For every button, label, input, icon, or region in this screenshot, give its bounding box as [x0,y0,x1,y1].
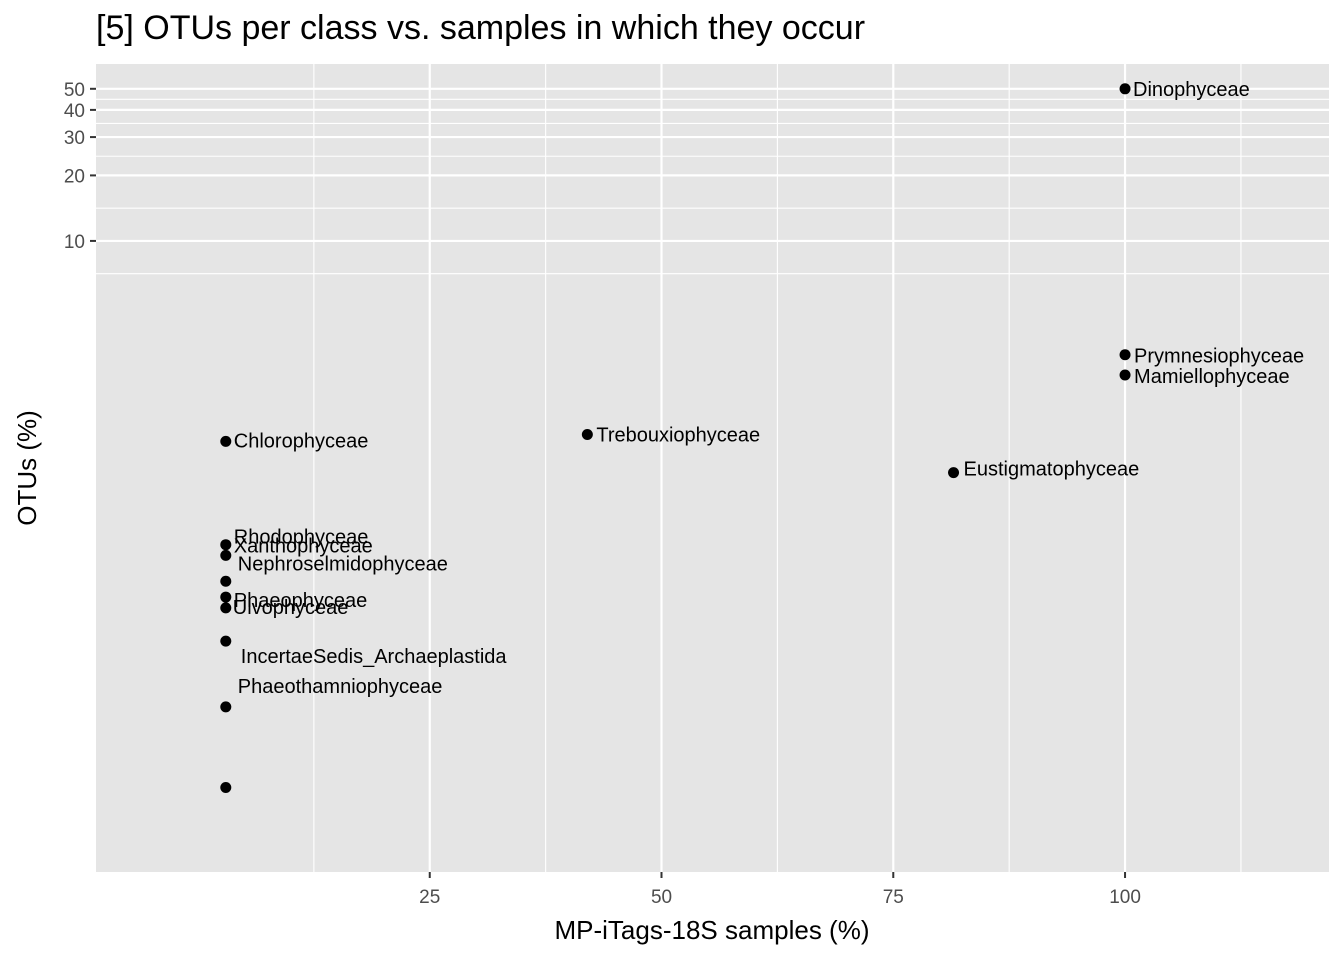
point-label: Phaeothamniophyceae [238,676,443,698]
point-label: IncertaeSedis_Archaeplastida [241,646,508,668]
minor-gridlines [96,64,1329,872]
plot-panel [96,64,1329,872]
point-label: Eustigmatophyceae [964,459,1140,481]
y-tick-label: 10 [64,232,85,253]
point-label: Nephroselmidophyceae [238,553,448,575]
y-tick-label: 50 [64,80,85,101]
data-point [220,602,232,614]
data-point [220,635,232,647]
data-point [220,539,232,551]
y-tick-label: 30 [64,128,85,149]
x-axis-title: MP-iTags-18S samples (%) [555,915,870,945]
data-point [220,549,232,561]
point-label: Trebouxiophyceae [596,424,760,446]
data-point [220,435,232,447]
point-label: Ulvophyceae [233,597,349,619]
data-point [1119,83,1131,95]
y-tick-label: 20 [64,166,85,187]
x-axis: 25 50 75 100 [419,872,1141,908]
point-label: Mamiellophyceae [1134,366,1290,388]
y-axis-title: OTUs (%) [12,410,42,526]
y-tick-label: 40 [64,101,85,122]
data-point [220,575,232,587]
data-point [1119,369,1131,381]
data-point [220,782,232,794]
x-tick-label: 25 [419,887,440,908]
major-gridlines [96,64,1329,872]
point-label: Prymnesiophyceae [1134,346,1304,368]
point-label: Chlorophyceae [234,430,369,452]
x-tick-label: 75 [883,887,904,908]
point-labels: Dinophyceae PrymnesiophyceaeMamiellophyce… [233,79,1304,698]
point-label: Rhodophyceae [234,527,369,549]
x-tick-label: 100 [1109,887,1141,908]
data-point [1119,349,1131,361]
data-point [220,591,232,603]
chart-title: [5] OTUs per class vs. samples in which … [96,9,865,47]
data-point [948,467,960,479]
point-label: Phaeophyceae [234,590,367,612]
data-points [220,83,1131,794]
point-label: Dinophyceae [1133,79,1250,101]
x-tick-label: 50 [651,887,672,908]
data-point [581,428,593,440]
data-point [220,701,232,713]
point-label: Xanthophyceae [234,535,373,557]
